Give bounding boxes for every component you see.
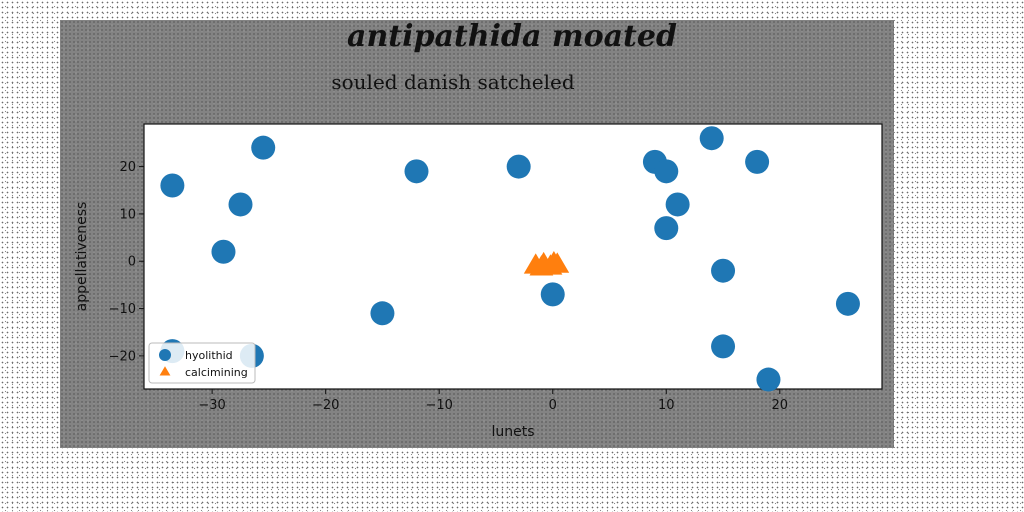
point-hyolithid — [654, 216, 679, 241]
legend-label-calcimining: calcimining — [185, 366, 248, 379]
point-hyolithid — [756, 367, 781, 392]
point-hyolithid — [370, 301, 395, 326]
x-tick-label: 0 — [549, 398, 557, 413]
legend: hyolithid calcimining — [148, 342, 256, 384]
y-axis-label: appellativeness — [74, 202, 90, 312]
x-tick-label: −20 — [312, 398, 339, 413]
point-hyolithid — [506, 154, 531, 179]
figure-suptitle: antipathida moated — [347, 19, 677, 54]
series-layer — [160, 126, 860, 392]
series-calcimining — [523, 250, 570, 276]
point-hyolithid — [251, 135, 276, 160]
point-hyolithid — [540, 282, 565, 307]
x-tick-label: −10 — [425, 398, 452, 413]
x-tick-label: 20 — [772, 398, 789, 413]
y-tick-label: 20 — [119, 160, 136, 175]
point-hyolithid — [654, 159, 679, 184]
point-hyolithid — [745, 149, 770, 174]
point-hyolithid — [699, 126, 724, 151]
point-hyolithid — [835, 291, 860, 316]
x-axis: −30 −20 −10 0 10 20 — [198, 389, 788, 413]
x-tick-label: −30 — [198, 398, 225, 413]
point-hyolithid — [665, 192, 690, 217]
y-tick-label: 0 — [128, 255, 136, 270]
legend-marker-hyolithid — [159, 349, 171, 361]
point-hyolithid — [228, 192, 253, 217]
legend-box — [148, 342, 256, 384]
x-axis-label: lunets — [491, 424, 534, 440]
point-calcimining — [541, 250, 566, 272]
legend-label-hyolithid: hyolithid — [185, 349, 233, 362]
point-hyolithid — [404, 159, 429, 184]
y-tick-label: 10 — [119, 207, 136, 222]
point-hyolithid — [711, 334, 736, 359]
series-hyolithid — [160, 126, 860, 392]
point-hyolithid — [160, 173, 185, 198]
y-axis: −20 −10 0 10 20 — [109, 160, 144, 364]
y-tick-label: −10 — [109, 302, 136, 317]
point-hyolithid — [211, 239, 236, 264]
y-tick-label: −20 — [109, 349, 136, 364]
legend-marker-calcimining — [159, 366, 171, 376]
chart-title: souled danish satcheled — [331, 70, 575, 94]
point-hyolithid — [711, 258, 736, 283]
x-tick-label: 10 — [658, 398, 675, 413]
